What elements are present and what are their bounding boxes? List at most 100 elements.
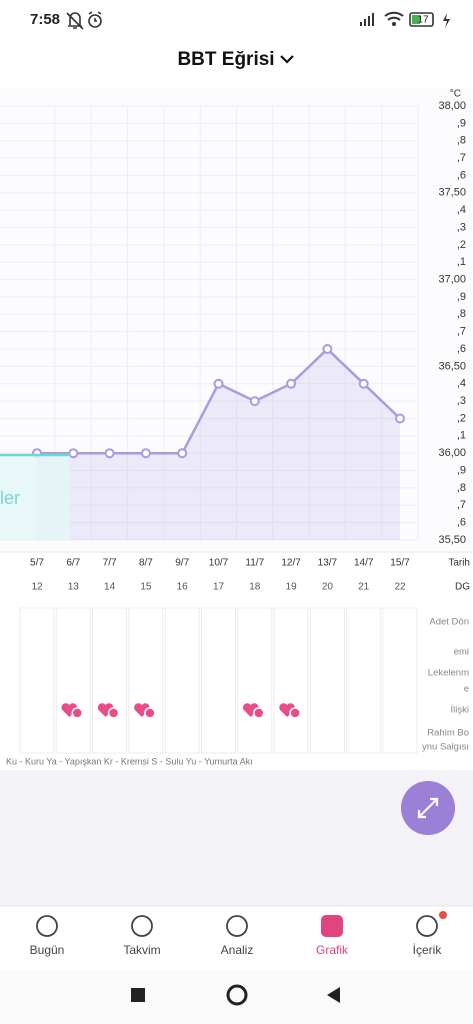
- intercourse-mark: [134, 703, 150, 717]
- cycle-day: 13: [68, 582, 80, 593]
- nav-icon[interactable]: [36, 915, 58, 937]
- point: [358, 378, 369, 389]
- point: [322, 344, 333, 355]
- y-tick-label: 37,50: [438, 187, 466, 199]
- records-bg: [0, 600, 473, 770]
- y-tick-label: 37,00: [438, 274, 466, 286]
- row-label: Rahim Bo: [427, 728, 469, 739]
- nav-icon[interactable]: [416, 915, 438, 937]
- y-tick-label: ,2: [457, 239, 466, 251]
- x-tick-label: 10/7: [209, 558, 229, 569]
- battery-text: 17: [417, 15, 429, 26]
- y-tick-label: ,2: [457, 412, 466, 424]
- y-tick-label: ,7: [457, 152, 466, 164]
- cycle-day: 18: [249, 582, 261, 593]
- x-tick-label: 9/7: [175, 558, 189, 569]
- y-tick-label: 38,00: [438, 100, 466, 112]
- point: [213, 378, 224, 389]
- nav-icon[interactable]: [321, 915, 343, 937]
- y-tick-label: ,3: [457, 395, 466, 407]
- intercourse-badge: [289, 707, 301, 719]
- record-column: [201, 607, 236, 754]
- nav-label[interactable]: Grafik: [316, 943, 349, 957]
- cycle-day: 15: [140, 582, 152, 593]
- point: [68, 448, 79, 459]
- record-column: [19, 607, 55, 754]
- point: [177, 448, 188, 459]
- y-tick-label: ,1: [457, 256, 466, 268]
- nav-label[interactable]: Bugün: [30, 943, 65, 957]
- status-time: 7:58: [30, 11, 60, 28]
- battery-level: [412, 15, 420, 24]
- y-tick-label: 36,00: [438, 447, 466, 459]
- day-axis-label: DG: [455, 582, 470, 593]
- recents-button[interactable]: [131, 988, 145, 1002]
- record-column: [164, 607, 200, 754]
- nav-label[interactable]: Analiz: [221, 943, 254, 957]
- record-column: [55, 607, 91, 754]
- signal: [360, 13, 374, 26]
- point: [249, 396, 260, 407]
- intercourse-mark: [242, 703, 259, 717]
- intercourse-badge: [71, 707, 84, 719]
- nav-icon[interactable]: [226, 915, 248, 937]
- y-tick-label: 36,50: [438, 360, 466, 372]
- charging: [443, 13, 450, 28]
- nav-label[interactable]: İçerik: [413, 943, 443, 957]
- record-column: [92, 607, 128, 754]
- point: [140, 448, 151, 459]
- intercourse-mark: [97, 703, 114, 717]
- y-tick-label: ,4: [457, 378, 466, 390]
- x-tick-label: 7/7: [103, 558, 117, 569]
- y-tick-label: ,6: [457, 517, 466, 529]
- point: [395, 413, 405, 424]
- y-tick-label: ,9: [457, 291, 466, 303]
- y-tick-label: ,1: [457, 430, 466, 442]
- cycle-day: 22: [394, 582, 406, 593]
- x-axis-label: Tarih: [448, 558, 470, 569]
- x-tick-label: 12/7: [281, 558, 301, 569]
- x-tick-label: 5/7: [30, 558, 44, 569]
- cycle-day: 20: [322, 582, 334, 593]
- y-tick-label: ,6: [457, 343, 466, 355]
- y-tick-label: ,4: [457, 204, 466, 216]
- nav-icon[interactable]: [131, 915, 153, 937]
- y-tick-label: ,8: [457, 482, 466, 494]
- y-tick-label: ,7: [457, 499, 466, 511]
- page-title[interactable]: BBT Eğrisi: [177, 49, 274, 70]
- y-tick-label: ,9: [457, 117, 466, 129]
- intercourse-badge: [144, 707, 156, 719]
- home-button[interactable]: [226, 984, 248, 1006]
- point: [104, 448, 115, 459]
- x-tick-label: 11/7: [245, 558, 264, 569]
- status-icons: [66, 11, 434, 30]
- wifi: [384, 11, 404, 21]
- wifi-dot: [392, 22, 396, 26]
- y-tick-label: 35,50: [438, 534, 466, 546]
- x-tick-label: 8/7: [139, 558, 153, 569]
- y-tick-label: ,7: [457, 326, 466, 338]
- record-column: [382, 607, 418, 754]
- intercourse-badge: [253, 707, 265, 719]
- point: [286, 378, 297, 389]
- cycle-day: 19: [286, 582, 298, 593]
- row-label: emi: [454, 647, 469, 658]
- intercourse-badge: [107, 707, 120, 719]
- record-column: [309, 607, 345, 754]
- back-button[interactable]: [327, 987, 340, 1003]
- annotation: ler: [0, 488, 20, 508]
- records-legend: Ku - Kuru Ya - Yapışkan Kr - Kremsi S - …: [6, 756, 253, 766]
- area: [37, 349, 400, 540]
- notification-dot: [439, 911, 447, 919]
- cycle-day: 16: [177, 582, 189, 593]
- row-label: İlişki: [451, 705, 469, 716]
- row-label: ynu Salgısı: [422, 742, 469, 753]
- dropdown-arrow[interactable]: [280, 55, 294, 64]
- record-column: [346, 607, 382, 754]
- cover-overlay: [0, 455, 70, 540]
- nav-label[interactable]: Takvim: [123, 943, 160, 957]
- cycle-day: 17: [213, 582, 225, 593]
- expand-icon: [417, 797, 439, 819]
